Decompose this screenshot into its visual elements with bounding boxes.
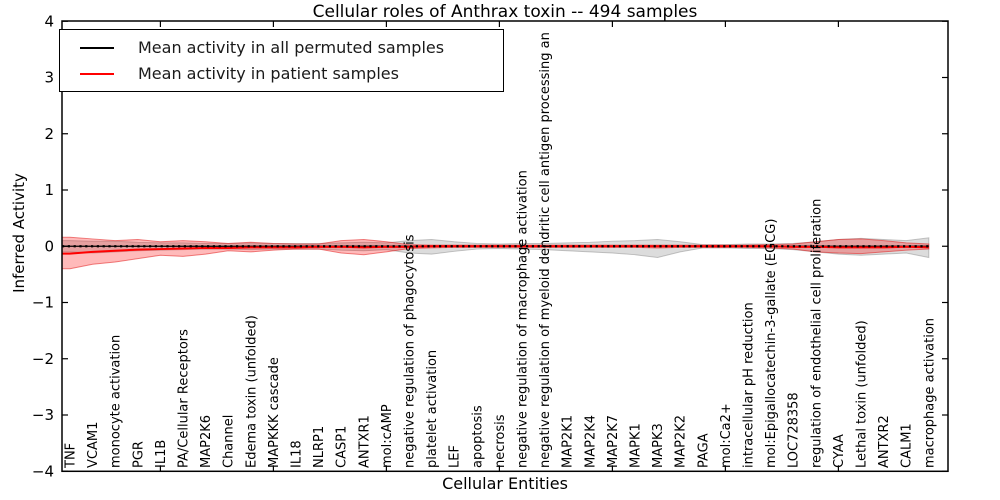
x-tick-label: Lethal toxin (unfolded) [855, 320, 870, 468]
legend-entry-permuted: Mean activity in all permuted samples [72, 38, 491, 57]
x-tick-label: MAPK1 [629, 423, 644, 468]
x-tick-label: MAP2K4 [583, 415, 598, 468]
x-tick-label: negative regulation of phagocytosis [403, 234, 418, 468]
y-axis-label: Inferred Activity [10, 173, 28, 293]
x-tick-label: monocyte activation [109, 335, 124, 468]
x-tick-label: Edema toxin (unfolded) [244, 315, 259, 468]
x-tick-label: mol:Epigallocatechin-3-gallate (EGCG) [764, 219, 779, 468]
x-tick-label: MAPKKK cascade [267, 357, 282, 468]
legend-label-patient: Mean activity in patient samples [138, 64, 399, 83]
x-tick-label: mol:cAMP [380, 404, 395, 468]
x-tick-label: ANTXR2 [877, 415, 892, 468]
y-tick-label: −1 [32, 294, 54, 312]
x-tick-label: MAP2K6 [199, 415, 214, 468]
x-tick-label: negative regulation of macrophage activa… [516, 170, 531, 468]
x-tick-label: LEF [448, 445, 463, 468]
x-tick-label: ANTXR1 [357, 415, 372, 468]
x-tick-label: MAPK3 [651, 423, 666, 468]
x-tick-label: negative regulation of myeloid dendritic… [538, 32, 553, 468]
x-tick-label: MAP2K7 [606, 415, 621, 468]
y-tick-label: 4 [44, 12, 54, 30]
x-tick-label: mol:Ca2+ [719, 403, 734, 468]
x-tick-label: intracellular pH reduction [742, 302, 757, 468]
y-tick-label: −2 [32, 350, 54, 368]
y-tick-label: 2 [44, 125, 54, 143]
x-tick-label: VCAM1 [86, 422, 101, 468]
x-tick-label: platelet activation [425, 350, 440, 468]
y-tick-label: 1 [44, 181, 54, 199]
x-tick-label: MAP2K2 [674, 415, 689, 468]
x-tick-label: regulation of endothelial cell prolifera… [809, 199, 824, 468]
chart-title: Cellular roles of Anthrax toxin -- 494 s… [312, 2, 698, 22]
legend-label-permuted: Mean activity in all permuted samples [138, 38, 445, 57]
x-tick-label: CYAA [832, 434, 847, 468]
x-tick-label: MAP2K1 [561, 415, 576, 468]
y-tick-label: −3 [32, 406, 54, 424]
y-tick-label: −4 [32, 462, 54, 480]
x-tick-label: TNF [64, 443, 79, 469]
y-tick-label: 3 [44, 69, 54, 87]
legend-entry-patient: Mean activity in patient samples [72, 64, 491, 83]
x-tick-label: PAGA [696, 433, 711, 468]
x-tick-label: PGR [131, 441, 146, 468]
legend-line-red-icon [80, 72, 114, 75]
x-tick-label: LOC728358 [787, 392, 802, 468]
patient-envelope-band [61, 236, 930, 270]
legend-line-black-icon [80, 46, 114, 49]
x-tick-label: necrosis [493, 414, 508, 468]
x-tick-label: IL1B [154, 440, 169, 468]
x-tick-label: IL18 [290, 440, 305, 468]
legend: Mean activity in all permuted samples Me… [59, 29, 504, 92]
x-tick-label: PA/Cellular Receptors [177, 329, 192, 468]
x-tick-label: Channel [222, 415, 237, 468]
x-tick-label: apoptosis [470, 405, 485, 468]
y-tick-label: 0 [44, 237, 54, 255]
x-tick-label: NLRP1 [312, 426, 327, 468]
x-tick-label: CASP1 [335, 426, 350, 468]
x-axis-label: Cellular Entities [442, 474, 568, 493]
x-tick-label: CALM1 [900, 423, 915, 468]
x-tick-label: macrophage activation [922, 318, 937, 468]
